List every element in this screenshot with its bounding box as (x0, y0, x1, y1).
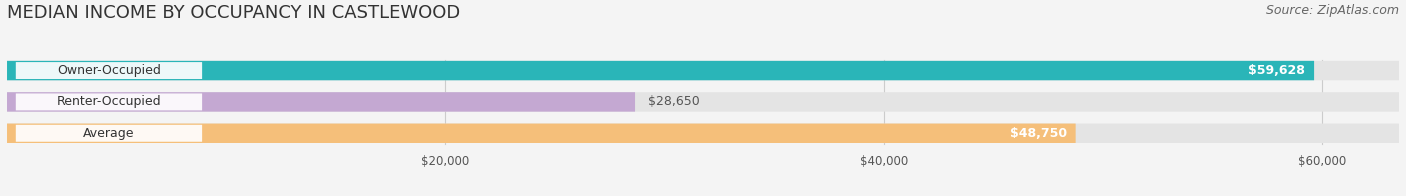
Text: Source: ZipAtlas.com: Source: ZipAtlas.com (1265, 4, 1399, 17)
FancyBboxPatch shape (15, 62, 202, 79)
Text: $48,750: $48,750 (1010, 127, 1067, 140)
FancyBboxPatch shape (7, 61, 1399, 80)
FancyBboxPatch shape (15, 93, 202, 110)
FancyBboxPatch shape (7, 92, 636, 112)
FancyBboxPatch shape (7, 123, 1076, 143)
Text: Renter-Occupied: Renter-Occupied (56, 95, 162, 108)
FancyBboxPatch shape (7, 61, 1315, 80)
Text: $28,650: $28,650 (648, 95, 700, 108)
Text: $59,628: $59,628 (1249, 64, 1305, 77)
FancyBboxPatch shape (7, 123, 1399, 143)
FancyBboxPatch shape (15, 125, 202, 142)
Text: Owner-Occupied: Owner-Occupied (58, 64, 160, 77)
Text: Average: Average (83, 127, 135, 140)
FancyBboxPatch shape (7, 92, 1399, 112)
Text: MEDIAN INCOME BY OCCUPANCY IN CASTLEWOOD: MEDIAN INCOME BY OCCUPANCY IN CASTLEWOOD (7, 4, 460, 22)
